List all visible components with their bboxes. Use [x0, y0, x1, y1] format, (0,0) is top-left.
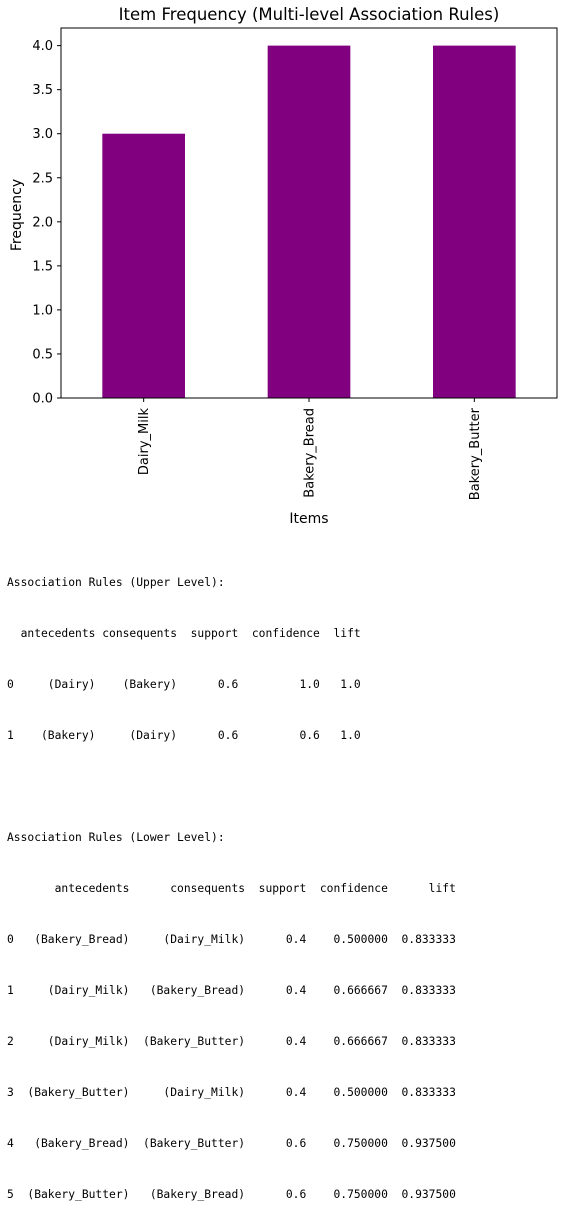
upper-rules-row: 1 (Bakery) (Dairy) 0.6 0.6 1.0 [7, 729, 361, 742]
chart-title: Item Frequency (Multi-level Association … [119, 5, 500, 24]
lower-rules-row: 1 (Dairy_Milk) (Bakery_Bread) 0.4 0.6666… [7, 984, 456, 997]
bar-bakery-bread [267, 45, 351, 398]
x-tick-label: Bakery_Butter [468, 407, 483, 500]
y-tick-label: 1.0 [32, 303, 53, 318]
blank-line [7, 778, 456, 795]
y-tick-label: 4.0 [32, 39, 53, 54]
y-tick-label: 2.0 [32, 215, 53, 230]
x-axis: Dairy_Milk Bakery_Bread Bakery_Butter [137, 398, 483, 500]
lower-rules-header: antecedents consequents support confiden… [7, 882, 456, 895]
y-tick-label: 1.5 [32, 259, 53, 274]
lower-rules-title: Association Rules (Lower Level): [7, 831, 225, 844]
upper-rules-row: 0 (Dairy) (Bakery) 0.6 1.0 1.0 [7, 678, 361, 691]
lower-rules-row: 4 (Bakery_Bread) (Bakery_Butter) 0.6 0.7… [7, 1137, 456, 1150]
y-axis: 0.0 0.5 1.0 1.5 2.0 2.5 3.0 3.5 4.0 [32, 39, 61, 407]
y-tick-label: 0.0 [32, 392, 53, 407]
console-output: Association Rules (Upper Level): anteced… [7, 540, 456, 1220]
bar-bakery-butter [433, 45, 516, 398]
lower-rules-row: 3 (Bakery_Butter) (Dairy_Milk) 0.4 0.500… [7, 1086, 456, 1099]
y-axis-title: Frequency [9, 179, 25, 251]
upper-rules-header: antecedents consequents support confiden… [7, 627, 361, 640]
x-tick-label: Bakery_Bread [303, 408, 318, 498]
lower-rules-row: 2 (Dairy_Milk) (Bakery_Butter) 0.4 0.666… [7, 1035, 456, 1048]
bar-dairy-milk [102, 133, 185, 398]
upper-rules-title: Association Rules (Upper Level): [7, 576, 225, 589]
x-tick-label: Dairy_Milk [137, 408, 152, 476]
bar-chart: Item Frequency (Multi-level Association … [9, 5, 558, 527]
lower-rules-row: 0 (Bakery_Bread) (Dairy_Milk) 0.4 0.5000… [7, 933, 456, 946]
y-tick-label: 2.5 [32, 171, 53, 186]
x-axis-title: Items [289, 511, 328, 527]
lower-rules-row: 5 (Bakery_Butter) (Bakery_Bread) 0.6 0.7… [7, 1188, 456, 1201]
bars-group [102, 45, 516, 398]
y-tick-label: 0.5 [32, 347, 53, 362]
y-tick-label: 3.5 [32, 83, 53, 98]
y-tick-label: 3.0 [32, 127, 53, 142]
